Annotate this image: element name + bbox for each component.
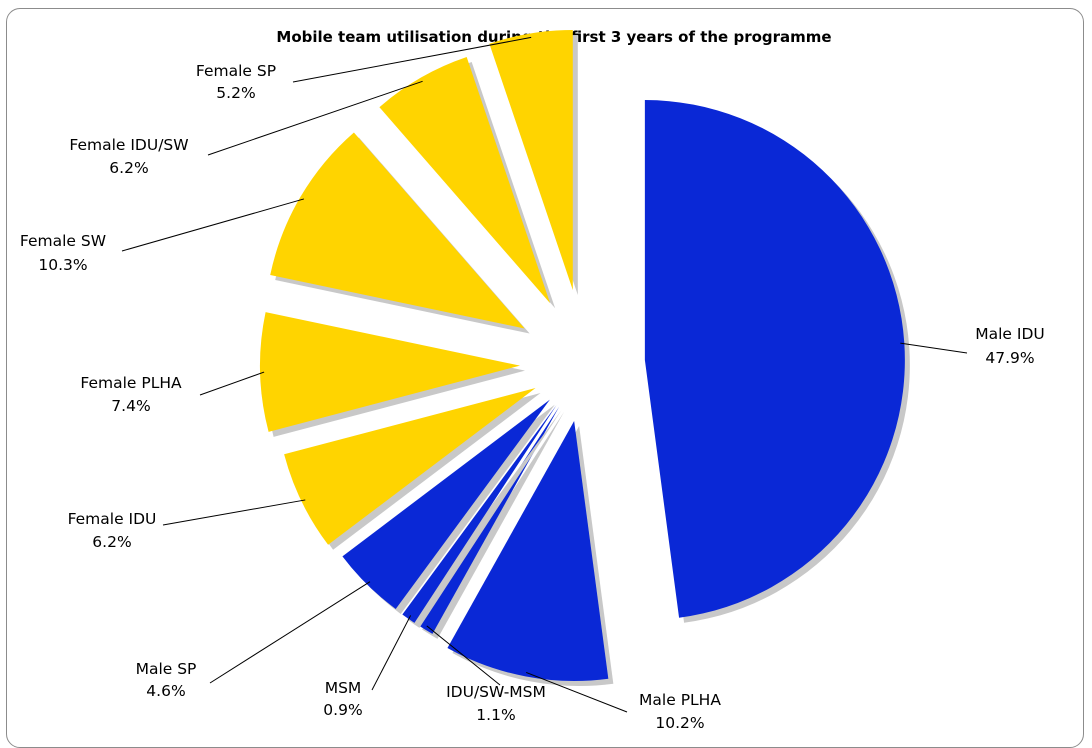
slice-label-female-sw: Female SW (20, 232, 106, 250)
slice-value-male-plha: 10.2% (655, 714, 704, 728)
slice-label-female-sp: Female SP (196, 62, 276, 80)
slice-label-male-plha: Male PLHA (639, 691, 721, 709)
leader-lines (121, 36, 968, 713)
leader-line-msm (371, 615, 412, 691)
leader-line-male-plha (525, 671, 628, 713)
slice-label-female-plha: Female PLHA (80, 374, 182, 392)
leader-line-female-sw (121, 198, 305, 252)
slice-value-female-plha: 7.4% (111, 397, 150, 415)
slice-labels: Male IDU 47.9% Male PLHA 10.2% IDU/SW-MSM 1.1… (20, 62, 1045, 728)
slice-value-male-idu: 47.9% (985, 349, 1034, 367)
slice-value-msm: 0.9% (323, 701, 362, 719)
slice-label-female-idu: Female IDU (68, 510, 157, 528)
slice-value-idu-sw-msm: 1.1% (476, 706, 515, 724)
leader-line-idu-sw-msm (426, 625, 501, 686)
leader-line-male-sp (209, 581, 371, 684)
slice-female-idu (284, 388, 536, 545)
slice-female-sp (489, 29, 573, 290)
leader-line-female-sp (292, 36, 532, 83)
slice-label-female-idu-sw: Female IDU/SW (69, 136, 188, 154)
slice-female-idu-sw (379, 57, 551, 304)
slice-label-idu-sw-msm: IDU/SW-MSM (446, 683, 546, 701)
slice-male-idu (644, 100, 905, 618)
slice-value-female-sp: 5.2% (216, 84, 255, 102)
slice-male-plha (447, 420, 609, 681)
slice-label-male-sp: Male SP (136, 660, 197, 678)
pie-slices (260, 29, 910, 686)
leader-line-female-idu (162, 499, 306, 526)
slice-label-male-idu: Male IDU (975, 325, 1045, 343)
slice-value-female-sw: 10.3% (38, 256, 87, 274)
slice-female-plha (260, 312, 521, 432)
pie-chart: Mobile team utilisation during the first… (20, 28, 1045, 728)
leader-line-female-idu-sw (207, 80, 423, 156)
slice-label-msm: MSM (325, 679, 362, 697)
leader-line-male-idu (900, 342, 968, 354)
slice-female-sw (270, 132, 525, 329)
slice-male-sp (342, 399, 550, 609)
slice-value-female-idu-sw: 6.2% (109, 159, 148, 177)
slice-msm (402, 405, 557, 623)
leader-line-female-plha (199, 371, 265, 396)
slice-value-male-sp: 4.6% (146, 682, 185, 700)
slice-value-female-idu: 6.2% (92, 533, 131, 551)
